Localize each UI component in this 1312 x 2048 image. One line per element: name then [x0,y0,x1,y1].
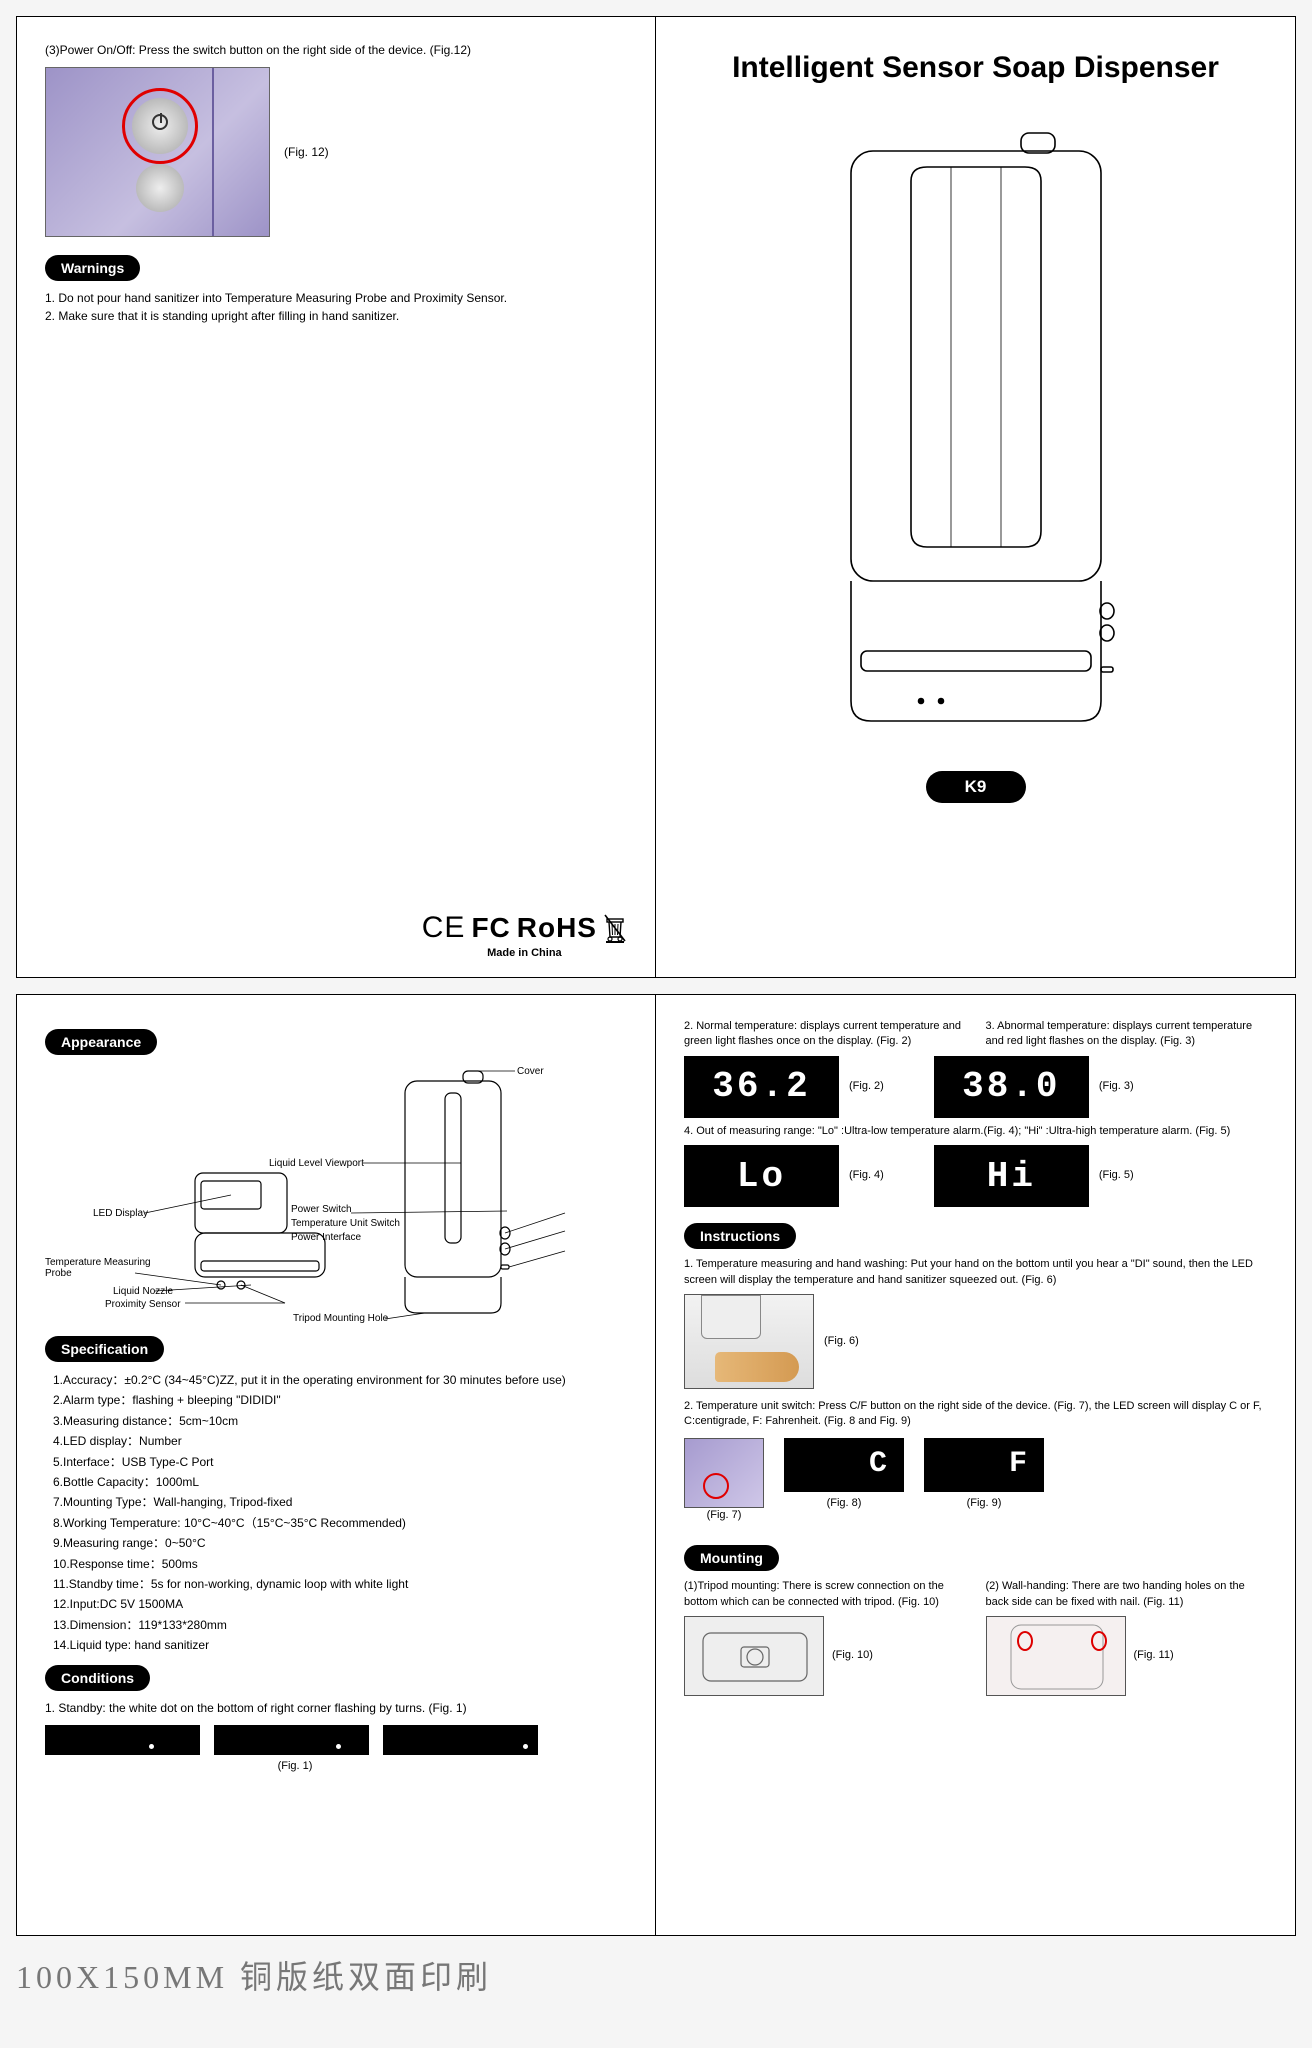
sheet1-front-cover: Intelligent Sensor Soap Dispenser [656,17,1295,977]
spec-6: 6.Bottle Capacity：1000mL [53,1472,627,1492]
fig2-label: (Fig. 2) [849,1079,884,1094]
callout-power-switch: Power Switch [291,1204,352,1215]
spec-4: 4.LED display：Number [53,1431,627,1451]
instruction-1: 1. Temperature measuring and hand washin… [684,1257,1267,1288]
model-badge: K9 [926,771,1026,803]
spec-14: 14.Liquid type: hand sanitizer [53,1635,627,1655]
product-line-drawing [791,111,1161,751]
power-instruction: (3)Power On/Off: Press the switch button… [45,41,627,59]
fig9-label: (Fig. 9) [924,1496,1044,1511]
fig6-photo [684,1294,814,1389]
fig1-label: (Fig. 1) [45,1759,545,1774]
seg-hi: Hi [934,1145,1089,1207]
seg-c: C [784,1438,904,1492]
appearance-header: Appearance [45,1029,157,1055]
standby-seg-2 [214,1725,369,1755]
spec-12: 12.Input:DC 5V 1500MA [53,1594,627,1614]
sheet2-right: 2. Normal temperature: displays current … [656,995,1295,1935]
callout-proximity-sensor: Proximity Sensor [105,1299,181,1310]
fig11-label: (Fig. 11) [1134,1648,1174,1663]
warning-2: 2. Make sure that it is standing upright… [45,307,627,325]
callout-led-display: LED Display [93,1208,148,1219]
callout-liquid-nozzle: Liquid Nozzle [113,1286,173,1297]
fig11-photo [986,1616,1126,1696]
print-spec-footer: 100X150MM 铜版纸双面印刷 [16,1952,1296,1998]
fig7-label: (Fig. 7) [684,1508,764,1523]
fc-logo: FC [471,912,510,944]
sheet-1: (3)Power On/Off: Press the switch button… [16,16,1296,978]
seg-lo: Lo [684,1145,839,1207]
callout-temp-probe-2: Probe [45,1268,72,1279]
spec-7: 7.Mounting Type：Wall-hanging, Tripod-fix… [53,1492,627,1512]
spec-2: 2.Alarm type：flashing + bleeping "DIDIDI… [53,1390,627,1410]
callout-cover: Cover [517,1066,544,1077]
seg-f: F [924,1438,1044,1492]
spec-9: 9.Measuring range：0~50°C [53,1533,627,1553]
spec-list: 1.Accuracy：±0.2°C (34~45°C)ZZ, put it in… [53,1370,627,1655]
fig8-label: (Fig. 8) [784,1496,904,1511]
fig10-photo [684,1616,824,1696]
warning-1: 1. Do not pour hand sanitizer into Tempe… [45,289,627,307]
spec-8: 8.Working Temperature: 10°C~40°C（15°C~35… [53,1513,627,1533]
sheet2-left: Appearance [17,995,656,1935]
seg-362: 36.2 [684,1056,839,1118]
fig10-label: (Fig. 10) [832,1648,873,1663]
seg-380: 38.0 [934,1056,1089,1118]
appearance-diagram: Cover Liquid Level Viewport Power Switch… [45,1063,625,1323]
fig4-label: (Fig. 4) [849,1168,884,1183]
made-in: Made in China [422,947,627,959]
spec-11: 11.Standby time：5s for non-working, dyna… [53,1574,627,1594]
callout-temp-probe-1: Temperature Measuring [45,1257,151,1268]
conditions-header: Conditions [45,1665,150,1691]
fig7-photo [684,1438,764,1508]
standby-seg-3 [383,1725,538,1755]
mounting-header: Mounting [684,1545,779,1571]
condition-1: 1. Standby: the white dot on the bottom … [45,1699,627,1717]
ce-logo: CE [422,911,466,945]
rohs-logo: RoHS [517,912,597,944]
mount-2-text: (2) Wall-handing: There are two handing … [986,1579,1268,1610]
fig12-photo [45,67,270,237]
sheet1-back-page: (3)Power On/Off: Press the switch button… [17,17,656,977]
callout-tripod-hole: Tripod Mounting Hole [293,1313,389,1323]
sheet-2: Appearance [16,994,1296,1936]
instruction-2: 2. Temperature unit switch: Press C/F bu… [684,1399,1267,1430]
callout-liquid-level: Liquid Level Viewport [269,1158,364,1169]
fig12-label: (Fig. 12) [284,145,329,159]
spec-header: Specification [45,1336,164,1362]
fig3-label: (Fig. 3) [1099,1079,1134,1094]
normal-temp-text: 2. Normal temperature: displays current … [684,1019,966,1050]
spec-1: 1.Accuracy：±0.2°C (34~45°C)ZZ, put it in… [53,1370,627,1390]
standby-seg-1 [45,1725,200,1755]
weee-icon [603,913,627,943]
out-of-range-text: 4. Out of measuring range: "Lo" :Ultra-l… [684,1124,1267,1139]
mount-1-text: (1)Tripod mounting: There is screw conne… [684,1579,966,1610]
spec-3: 3.Measuring distance：5cm~10cm [53,1411,627,1431]
spec-10: 10.Response time：500ms [53,1554,627,1574]
warnings-header: Warnings [45,255,140,281]
fig5-label: (Fig. 5) [1099,1168,1134,1183]
certifications: CE FC RoHS Made in China [422,911,627,959]
callout-power-interface: Power Interface [291,1232,361,1243]
spec-13: 13.Dimension：119*133*280mm [53,1615,627,1635]
fig6-label: (Fig. 6) [824,1334,859,1349]
spec-5: 5.Interface：USB Type-C Port [53,1452,627,1472]
callout-temp-unit-switch: Temperature Unit Switch [291,1218,400,1229]
abnormal-temp-text: 3. Abnormal temperature: displays curren… [986,1019,1268,1050]
instructions-header: Instructions [684,1223,796,1249]
product-title: Intelligent Sensor Soap Dispenser [684,51,1267,85]
